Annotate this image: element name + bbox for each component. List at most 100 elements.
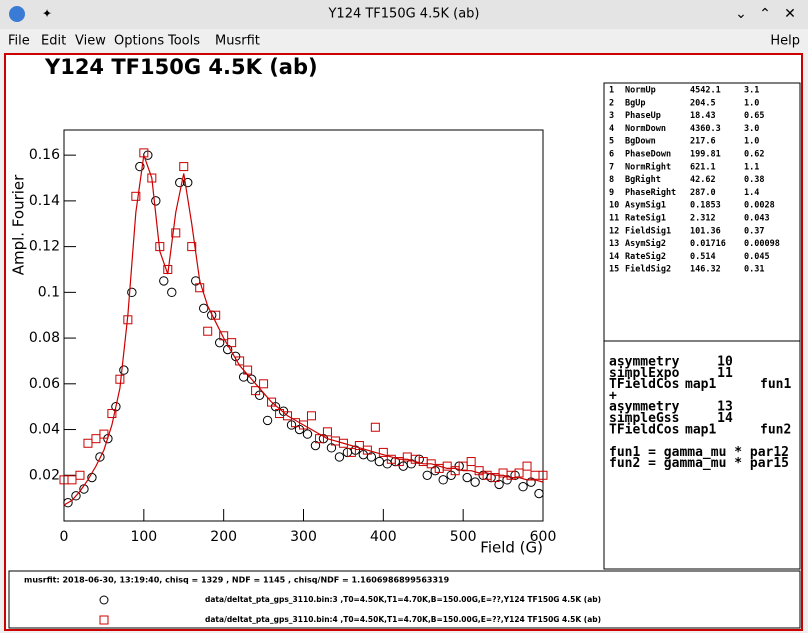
parameter-cell: BgRight xyxy=(625,174,661,185)
parameter-cell: 7 xyxy=(609,162,614,172)
theory-token: TFieldCos xyxy=(609,377,679,392)
parameter-cell: 0.38 xyxy=(744,175,764,185)
parameter-cell: 13 xyxy=(609,239,619,249)
minimize-button[interactable]: ⌄ xyxy=(735,6,747,22)
parameter-cell: 0.31 xyxy=(744,265,764,275)
parameter-cell: NormUp xyxy=(625,86,656,96)
y-tick-label: 0.08 xyxy=(29,330,60,346)
menu-item[interactable]: View xyxy=(75,34,106,49)
parameter-cell: NormRight xyxy=(625,161,671,172)
parameter-cell: 3 xyxy=(609,111,614,121)
parameter-cell: 12 xyxy=(609,226,619,236)
legend-entry: data/deltat_pta_gps_3110.bin:3 ,T0=4.50K… xyxy=(205,595,601,604)
y-axis-label: Ampl. Fourier xyxy=(10,174,28,275)
parameter-cell: BgUp xyxy=(625,98,645,108)
parameter-cell: 3.0 xyxy=(744,124,759,134)
parameter-cell: PhaseDown xyxy=(625,150,671,160)
parameter-cell: 0.37 xyxy=(744,226,764,236)
parameter-cell: RateSig1 xyxy=(625,213,666,224)
parameter-cell: 8 xyxy=(609,175,614,185)
parameter-cell: 0.043 xyxy=(744,214,770,224)
parameter-cell: 6 xyxy=(609,150,614,160)
parameter-cell: 146.32 xyxy=(690,265,721,275)
parameter-cell: AsymSig2 xyxy=(625,238,666,249)
parameter-cell: 0.65 xyxy=(744,111,764,121)
parameter-cell: FieldSig2 xyxy=(625,264,671,275)
theory-token: 11 xyxy=(717,366,733,381)
pin-icon[interactable]: ✦ xyxy=(42,7,52,21)
menu-item[interactable]: Musrfit xyxy=(215,34,260,49)
parameter-cell: 2.312 xyxy=(690,214,716,224)
parameter-cell: 4 xyxy=(609,124,614,134)
maximize-button[interactable]: ⌃ xyxy=(759,6,771,22)
x-tick-label: 300 xyxy=(290,529,317,545)
parameter-cell: 4360.3 xyxy=(690,124,721,134)
app-icon xyxy=(9,6,25,22)
parameter-cell: 101.36 xyxy=(690,226,721,236)
y-tick-label: 0.1 xyxy=(38,284,60,300)
theory-token: map1 xyxy=(685,377,716,392)
y-tick-label: 0.12 xyxy=(29,239,60,255)
parameter-cell: NormDown xyxy=(625,124,666,134)
close-button[interactable]: ✕ xyxy=(784,6,796,22)
parameter-cell: 3.1 xyxy=(744,86,759,96)
window-title: Y124 TF150G 4.5K (ab) xyxy=(327,7,479,22)
menu-item[interactable]: Edit xyxy=(41,34,66,49)
theory-token: fun1 xyxy=(760,377,791,392)
parameter-cell: 0.1853 xyxy=(690,201,721,211)
y-tick-label: 0.06 xyxy=(29,376,60,392)
parameter-cell: 9 xyxy=(609,188,614,198)
x-tick-label: 0 xyxy=(60,529,69,545)
menu-item[interactable]: File xyxy=(8,34,30,49)
parameter-cell: 15 xyxy=(609,265,619,275)
parameter-cell: FieldSig1 xyxy=(625,225,671,236)
parameter-cell: 4542.1 xyxy=(690,86,721,96)
theory-token: fun2 = gamma_mu * par15 xyxy=(609,456,789,471)
parameter-cell: 621.1 xyxy=(690,162,716,172)
y-tick-label: 0.04 xyxy=(29,422,60,438)
y-tick-label: 0.14 xyxy=(29,193,60,209)
x-tick-label: 500 xyxy=(450,529,477,545)
parameter-cell: 5 xyxy=(609,137,614,147)
parameter-cell: 0.514 xyxy=(690,252,716,262)
parameter-cell: 0.62 xyxy=(744,150,764,160)
theory-token: fun2 xyxy=(760,422,791,437)
theory-token: 14 xyxy=(717,411,733,426)
x-tick-label: 200 xyxy=(210,529,237,545)
parameter-box xyxy=(604,83,800,341)
parameter-cell: 0.01716 xyxy=(690,239,726,249)
theory-token: map1 xyxy=(685,422,716,437)
parameter-cell: 0.0028 xyxy=(744,201,775,211)
parameter-cell: 0.00098 xyxy=(744,239,780,249)
parameter-cell: AsymSig1 xyxy=(625,200,666,211)
parameter-cell: 287.0 xyxy=(690,188,716,198)
menu-item[interactable]: Help xyxy=(770,34,800,49)
parameter-cell: RateSig2 xyxy=(625,251,666,262)
parameter-cell: 10 xyxy=(609,201,619,211)
parameter-cell: 0.045 xyxy=(744,252,770,262)
legend-entry: data/deltat_pta_gps_3110.bin:4 ,T0=4.50K… xyxy=(205,615,601,624)
x-tick-label: 400 xyxy=(370,529,397,545)
menu-item[interactable]: Tools xyxy=(167,34,200,49)
parameter-cell: PhaseRight xyxy=(625,187,676,198)
fit-summary: musrfit: 2018-06-30, 13:19:40, chisq = 1… xyxy=(24,576,450,585)
theory-token: TFieldCos xyxy=(609,422,679,437)
parameter-cell: 1 xyxy=(609,86,614,96)
parameter-cell: 1.4 xyxy=(744,188,759,198)
parameter-cell: 204.5 xyxy=(690,98,716,108)
parameter-cell: 14 xyxy=(609,252,619,262)
x-tick-label: 100 xyxy=(130,529,157,545)
y-tick-label: 0.16 xyxy=(29,147,60,163)
parameter-cell: 1.0 xyxy=(744,98,759,108)
parameter-cell: 42.62 xyxy=(690,175,716,185)
parameter-cell: 18.43 xyxy=(690,111,716,121)
parameter-cell: 199.81 xyxy=(690,150,721,160)
parameter-cell: 11 xyxy=(609,214,619,224)
parameter-cell: 2 xyxy=(609,98,614,108)
menu-item[interactable]: Options xyxy=(114,34,164,49)
parameter-cell: 217.6 xyxy=(690,137,716,147)
x-tick-label: 600 xyxy=(530,529,557,545)
parameter-cell: 1.1 xyxy=(744,162,759,172)
parameter-cell: BgDown xyxy=(625,137,656,147)
